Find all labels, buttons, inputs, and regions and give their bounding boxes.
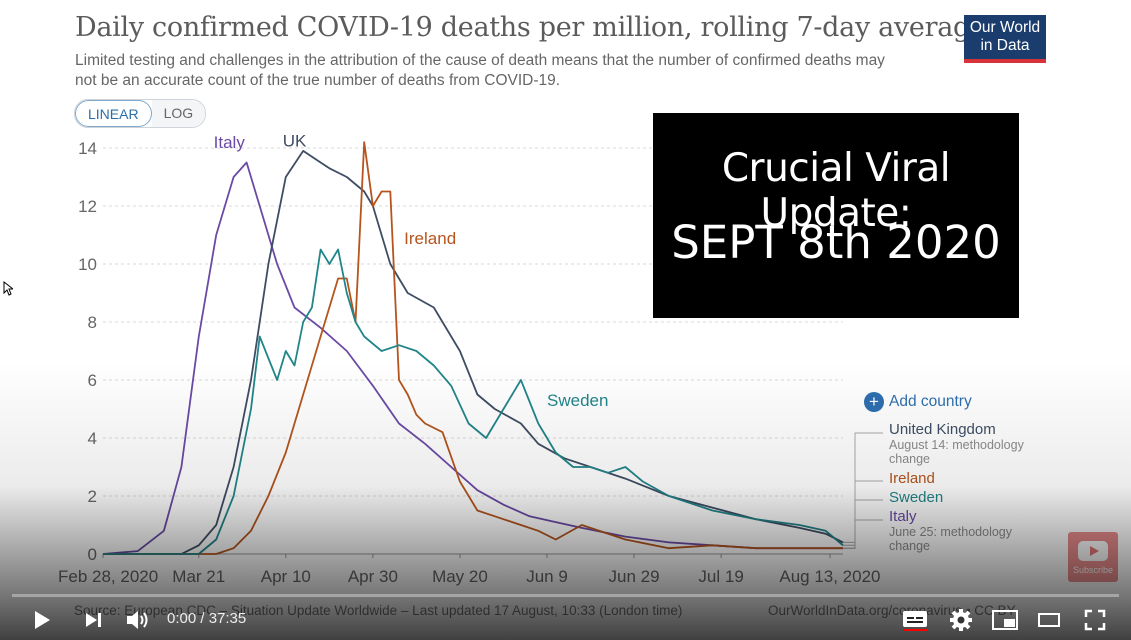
legend-connector-ireland <box>843 480 883 549</box>
chart-title: Daily confirmed COVID-19 deaths per mill… <box>75 12 986 43</box>
next-icon <box>86 613 101 627</box>
y-tick-label: 10 <box>78 255 97 274</box>
y-tick-label: 14 <box>78 139 97 158</box>
x-tick-label: Aug 13, 2020 <box>779 567 880 586</box>
overlay-date: SEPT 8th 2020 <box>671 216 1001 269</box>
legend-ireland[interactable]: Ireland <box>889 470 935 487</box>
volume-icon <box>127 611 148 629</box>
video-title-overlay: Crucial Viral Update: SEPT 8th 2020 <box>653 113 1019 318</box>
theater-icon <box>1038 613 1060 627</box>
y-tick-label: 4 <box>88 429 97 448</box>
progress-bar[interactable] <box>12 594 1119 597</box>
add-country-label: Add country <box>889 393 972 410</box>
subtitles-button[interactable] <box>896 600 934 640</box>
x-tick-label: Apr 10 <box>261 567 311 586</box>
series-label-italy: Italy <box>214 133 246 152</box>
linear-scale-button[interactable]: LINEAR <box>75 100 152 127</box>
volume-button[interactable] <box>120 600 156 640</box>
chart-subtitle: Limited testing and challenges in the at… <box>75 52 885 89</box>
y-tick-label: 6 <box>88 371 97 390</box>
scale-toggle: LINEAR LOG <box>74 99 207 128</box>
subtitles-icon <box>903 611 927 631</box>
plus-icon: + <box>864 392 884 412</box>
x-tick-label: Jun 29 <box>609 567 660 586</box>
legend-connector-sweden <box>843 499 883 546</box>
player-controls <box>0 600 1131 640</box>
legend-sweden[interactable]: Sweden <box>889 489 944 506</box>
mouse-cursor-icon <box>3 281 13 296</box>
theater-mode-button[interactable] <box>1030 600 1068 640</box>
legend-uk-note: August 14: methodology change <box>889 438 1024 466</box>
y-tick-label: 8 <box>88 313 97 332</box>
x-tick-label: Feb 28, 2020 <box>58 567 158 586</box>
overlay-headline: Crucial Viral Update: <box>721 146 951 236</box>
legend-italy-note: June 25: methodology change <box>889 525 1013 553</box>
x-tick-label: May 20 <box>432 567 488 586</box>
legend-uk[interactable]: United Kingdom <box>889 421 996 438</box>
owid-logo: Our World in Data <box>964 15 1046 63</box>
series-label-uk: UK <box>283 132 307 151</box>
logo-line-1: Our World <box>969 19 1041 36</box>
fullscreen-button[interactable] <box>1076 600 1114 640</box>
legend-connector-uk <box>843 432 883 543</box>
logo-line-2: in Data <box>980 37 1030 54</box>
settings-icon <box>950 609 972 631</box>
x-tick-label: Jun 9 <box>526 567 568 586</box>
y-tick-label: 12 <box>78 197 97 216</box>
play-icon <box>35 611 50 629</box>
add-country-button[interactable]: + Add country <box>864 392 972 412</box>
log-scale-button[interactable]: LOG <box>151 100 206 127</box>
subscribe-label: Subscribe <box>1072 565 1114 575</box>
x-tick-label: Jul 19 <box>698 567 743 586</box>
x-tick-label: Apr 30 <box>348 567 398 586</box>
fullscreen-icon <box>1084 609 1106 631</box>
play-button[interactable] <box>24 600 60 640</box>
subscribe-watermark[interactable]: Subscribe <box>1068 532 1118 582</box>
series-label-ireland: Ireland <box>404 229 456 248</box>
youtube-logo-icon <box>1078 541 1108 561</box>
next-button[interactable] <box>76 600 110 640</box>
x-tick-label: Mar 21 <box>172 567 225 586</box>
series-label-sweden: Sweden <box>547 391 608 410</box>
y-tick-label: 0 <box>88 545 97 564</box>
legend-connector-italy <box>843 519 883 549</box>
legend-connectors <box>843 432 883 549</box>
settings-button[interactable] <box>942 600 980 640</box>
y-tick-label: 2 <box>88 487 97 506</box>
miniplayer-icon <box>992 610 1018 630</box>
legend-italy[interactable]: Italy <box>889 508 917 525</box>
miniplayer-button[interactable] <box>986 600 1024 640</box>
time-display: 0:00 / 37:35 <box>167 610 247 627</box>
